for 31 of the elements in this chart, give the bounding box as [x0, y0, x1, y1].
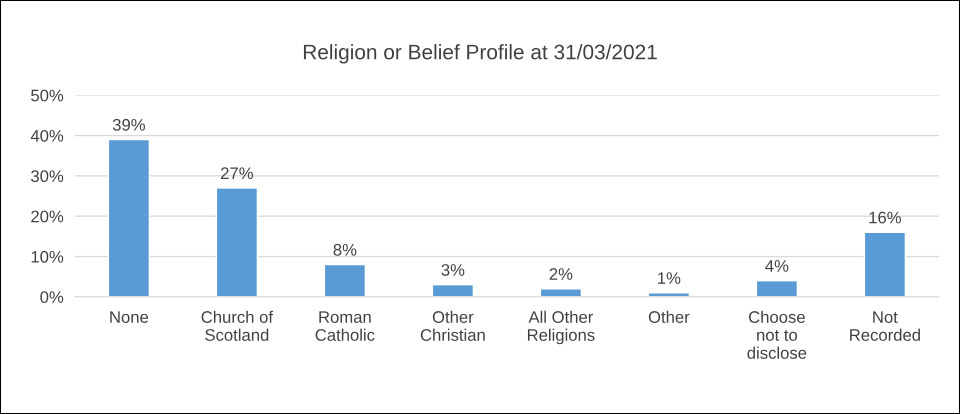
y-tick-label: 30% [31, 170, 64, 182]
data-label: 16% [869, 212, 901, 224]
x-tick-label: Not Recorded [850, 311, 920, 341]
bar [324, 264, 366, 297]
y-tick-label: 0% [40, 291, 64, 304]
bar [540, 288, 582, 297]
x-tick-label: Church of Scotland [202, 310, 274, 341]
x-tick-label: Other [648, 310, 690, 323]
data-label: 27% [221, 167, 253, 180]
data-label: 8% [334, 244, 356, 256]
x-tick-label: All Other Religions [528, 310, 595, 344]
y-tick-label: 20% [31, 210, 64, 222]
y-tick-label: 10% [32, 250, 64, 263]
x-tick-label: Roman Catholic [316, 311, 375, 341]
bar [648, 292, 690, 297]
x-tick-label: None [110, 311, 148, 323]
y-tick-label: 50% [31, 90, 64, 102]
data-label: 4% [765, 260, 788, 272]
bar [756, 280, 798, 297]
data-label: 3% [441, 264, 464, 276]
x-tick-label: Other Christian [420, 310, 485, 341]
chart-title: Religion or Belief Profile at 31/03/2021 [304, 44, 657, 64]
bar [864, 232, 906, 297]
y-tick-label: 40% [30, 130, 64, 142]
x-tick-label: Choose not to disclose [747, 310, 806, 359]
data-label: 1% [658, 272, 680, 284]
bar [432, 284, 474, 297]
data-label: 39% [112, 118, 145, 131]
bar [108, 138, 150, 297]
data-label: 2% [550, 268, 572, 280]
bar [216, 187, 258, 297]
